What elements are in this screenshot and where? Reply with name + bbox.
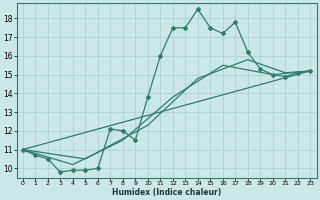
X-axis label: Humidex (Indice chaleur): Humidex (Indice chaleur) xyxy=(112,188,221,197)
